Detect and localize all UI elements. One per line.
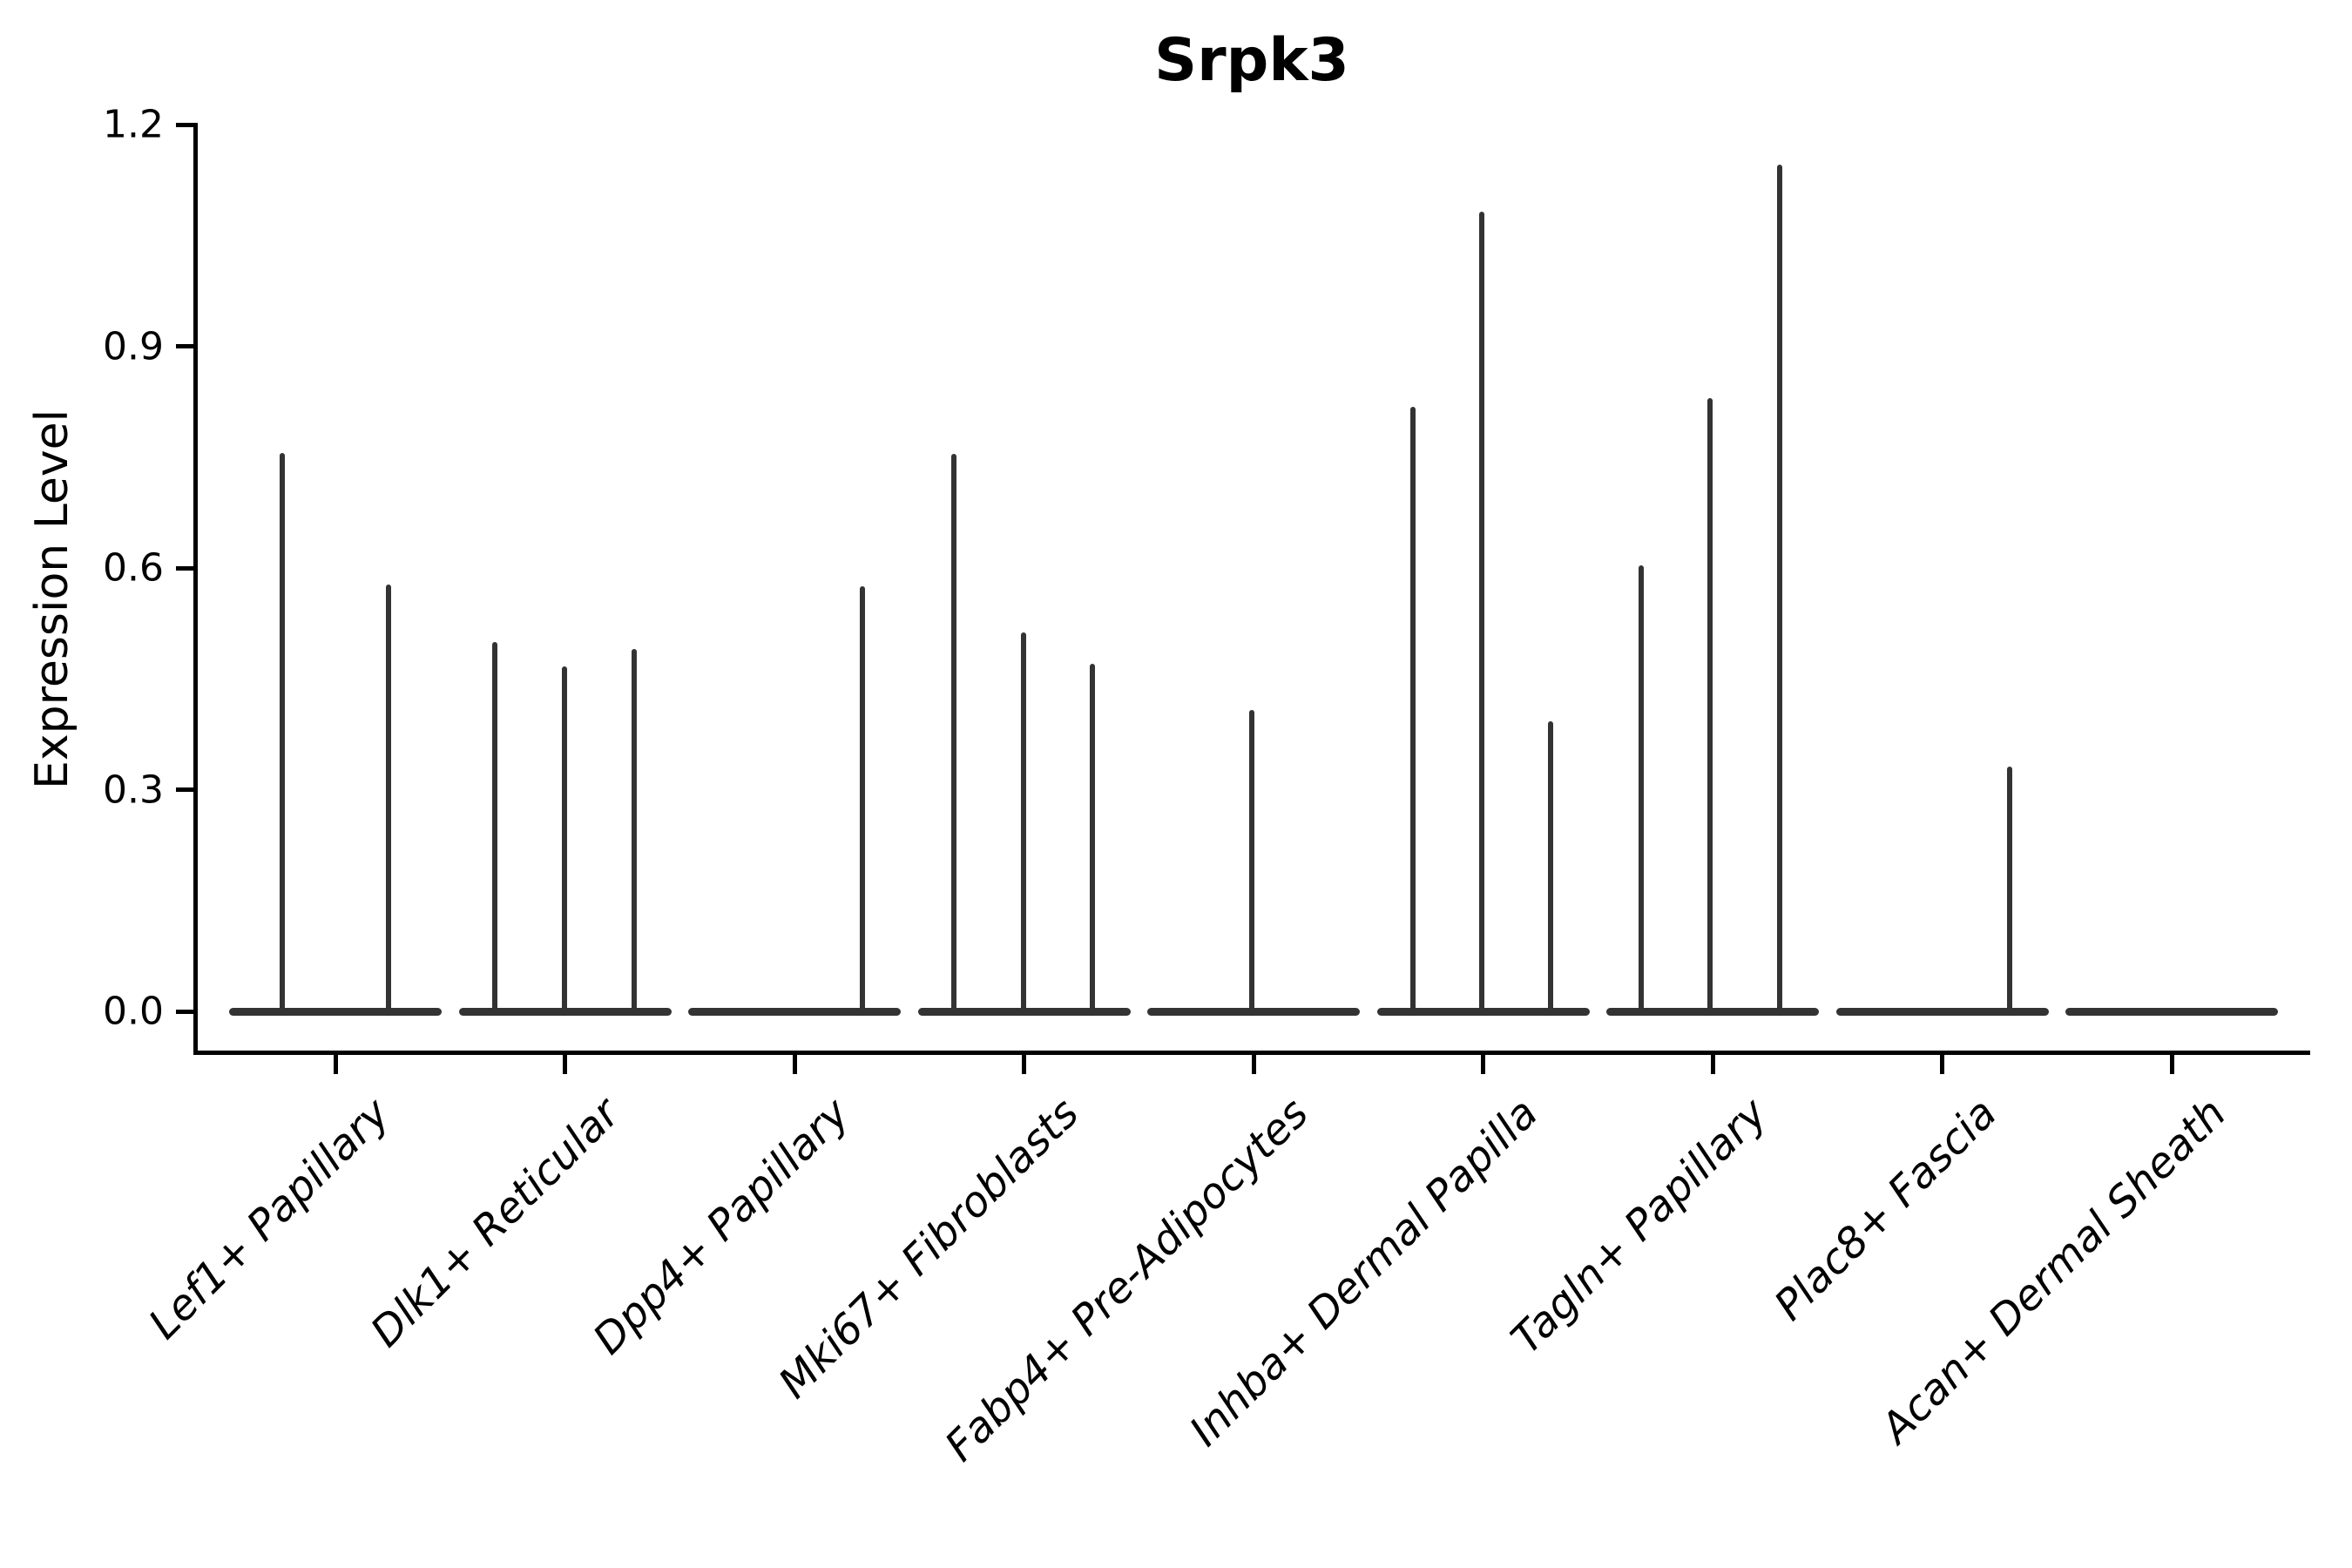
x-axis-spine (193, 1051, 2310, 1055)
y-tick-label: 0.0 (103, 989, 164, 1034)
x-tick-label: Tagln+ Papillary (1502, 1089, 1777, 1364)
x-tick (1251, 1055, 1256, 1074)
x-tick (1710, 1055, 1715, 1074)
y-tick (176, 1009, 193, 1014)
x-tick (1022, 1055, 1026, 1074)
violin-baseline (2065, 1007, 2278, 1016)
y-tick (176, 122, 193, 127)
y-axis-label: Expression Level (26, 409, 78, 790)
violin-spike (631, 649, 637, 1013)
y-tick (176, 565, 193, 571)
y-axis-spine (193, 123, 198, 1055)
x-tick (792, 1055, 797, 1074)
chart-title: Srpk3 (1154, 26, 1349, 95)
x-tick-label: Dlk1+ Reticular (361, 1089, 630, 1357)
violin-spike (386, 584, 391, 1013)
violin-spike (1777, 164, 1782, 1013)
violin-spike (1249, 709, 1254, 1013)
x-tick (563, 1055, 567, 1074)
violin-baseline (1835, 1007, 2049, 1016)
y-tick-label: 0.3 (103, 767, 164, 812)
x-tick-label: Plac8+ Fascia (1765, 1089, 2007, 1330)
x-tick (1940, 1055, 1944, 1074)
violin-spike (950, 454, 956, 1013)
violin-spike (1478, 212, 1484, 1013)
violin-spike (1020, 632, 1026, 1013)
y-tick (176, 787, 193, 792)
violin-spike (561, 666, 567, 1013)
y-tick (176, 344, 193, 348)
x-tick-label: Lef1+ Papillary (139, 1089, 400, 1349)
x-tick (333, 1055, 338, 1074)
violin-spike (1639, 564, 1644, 1013)
violin-spike (860, 586, 865, 1013)
violin-baseline (229, 1007, 442, 1016)
violin-baseline (688, 1007, 901, 1016)
y-tick-label: 1.2 (103, 102, 164, 147)
violin-spike (1089, 664, 1095, 1013)
x-tick (2169, 1055, 2174, 1074)
violin-spike (491, 641, 497, 1013)
violin-spike (1547, 720, 1553, 1013)
violin-spike (1707, 397, 1713, 1013)
violin-spike (280, 452, 285, 1013)
x-tick (1481, 1055, 1485, 1074)
violin-baseline (1606, 1007, 1819, 1016)
violin-spike (2006, 767, 2012, 1013)
x-tick-label: Dpp4+ Papillary (584, 1089, 859, 1364)
y-tick-label: 0.6 (103, 545, 164, 591)
x-tick-label: Fabp4+ Pre-Adipocytes (936, 1089, 1318, 1471)
y-tick-label: 0.9 (103, 324, 164, 368)
violin-spike (1409, 407, 1416, 1013)
